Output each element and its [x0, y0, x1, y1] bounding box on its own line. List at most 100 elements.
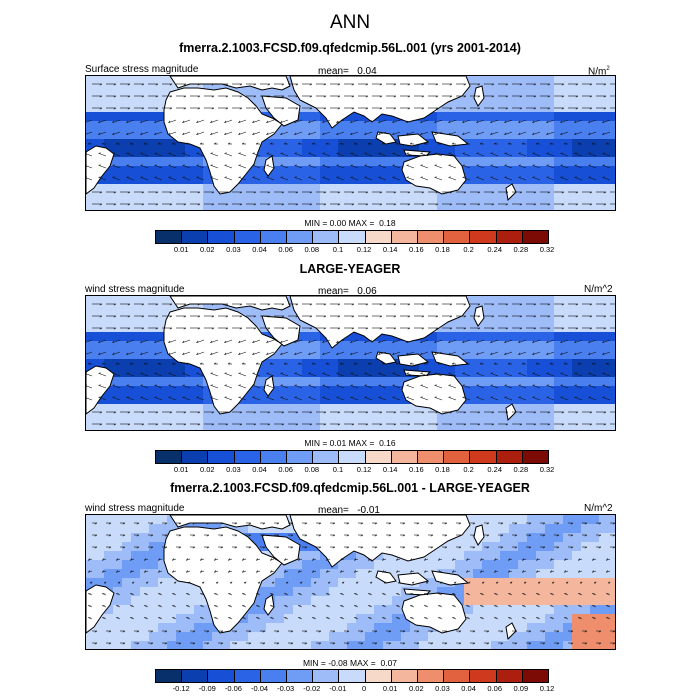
field-cell [518, 605, 528, 615]
vector-arrow [88, 558, 93, 561]
field-cell [572, 139, 582, 149]
field-cell [383, 386, 393, 396]
vector-arrow [462, 339, 471, 344]
field-cell [590, 560, 600, 570]
vector-arrowhead [518, 120, 521, 123]
field-cell [131, 202, 141, 210]
field-cell [176, 202, 186, 210]
vector-arrow [294, 152, 303, 157]
field-cell [419, 139, 429, 149]
field-cell [131, 515, 141, 525]
field-cell [122, 551, 132, 561]
field-cell [536, 578, 546, 588]
vector-arrow [508, 558, 513, 561]
vector-arrow [546, 339, 555, 344]
field-cell [464, 515, 474, 525]
vector-arrowhead [267, 327, 271, 330]
vector-arrow [98, 351, 107, 356]
vector-arrowhead [141, 107, 145, 110]
field-cell [356, 148, 366, 158]
field-cell [356, 413, 366, 423]
field-cell [266, 578, 276, 588]
vector-arrow [420, 152, 429, 157]
field-cell [275, 148, 285, 158]
vector-arrowhead [87, 142, 91, 145]
field-cell [527, 166, 537, 176]
vector-arrowhead [420, 352, 423, 355]
field-cell [338, 386, 348, 396]
field-cell [554, 560, 564, 570]
vector-arrowhead [171, 362, 175, 365]
field-cell [266, 193, 276, 203]
field-cell [176, 404, 186, 414]
field-cell [329, 359, 339, 369]
vector-arrowhead [211, 95, 215, 98]
vector-arrowhead [407, 191, 411, 194]
field-cell [446, 413, 456, 423]
field-cell [572, 551, 582, 561]
field-cell [581, 596, 591, 606]
vector-arrowhead [472, 546, 476, 549]
vector-arrow [238, 339, 247, 344]
field-cell [500, 596, 510, 606]
field-cell [176, 193, 186, 203]
field-cell [356, 350, 366, 360]
vector-arrow [214, 558, 219, 561]
vector-arrow [140, 119, 149, 124]
vector-arrow [140, 351, 149, 356]
field-cell [257, 395, 267, 405]
field-cell [491, 386, 501, 396]
field-cell [338, 157, 348, 167]
vector-arrowhead [339, 142, 343, 145]
vector-arrow [378, 396, 387, 401]
vector-arrow [168, 339, 177, 344]
vector-arrow [126, 152, 135, 157]
field-cell [527, 148, 537, 158]
vector-arrowhead [99, 191, 103, 194]
vector-arrow [560, 372, 569, 377]
field-cell [149, 404, 159, 414]
field-cell [554, 422, 564, 430]
vector-arrowhead [532, 352, 535, 355]
field-cell [356, 614, 366, 624]
vector-arrowhead [561, 95, 565, 98]
vector-arrowhead [309, 327, 313, 330]
field-cell [284, 157, 294, 167]
field-cell [158, 359, 168, 369]
field-cell [545, 193, 555, 203]
field-cell [113, 148, 123, 158]
field-cell [455, 193, 465, 203]
field-cell [302, 569, 312, 579]
vector-arrowhead [388, 534, 392, 537]
vector-arrow [126, 351, 135, 356]
field-cell [122, 184, 132, 194]
field-cell [149, 184, 159, 194]
vector-arrowhead [491, 327, 495, 330]
field-cell [149, 350, 159, 360]
vector-arrowhead [393, 303, 397, 306]
panel-1-min-label: MIN = [304, 218, 328, 228]
field-cell [149, 175, 159, 185]
vector-arrowhead [434, 120, 437, 123]
vector-arrow [224, 152, 233, 157]
field-cell [581, 551, 591, 561]
vector-arrowhead [210, 120, 213, 123]
field-cell [113, 524, 123, 534]
vector-arrowhead [420, 132, 423, 135]
field-cell [131, 184, 141, 194]
field-cell [491, 614, 501, 624]
field-cell [86, 85, 96, 95]
field-cell [356, 139, 366, 149]
vector-arrowhead [430, 546, 434, 549]
vector-arrowhead [547, 203, 551, 206]
field-cell [149, 305, 159, 315]
field-cell [284, 193, 294, 203]
field-cell [176, 587, 186, 597]
vector-arrowhead [238, 120, 241, 123]
vector-arrow [504, 152, 513, 157]
field-cell [122, 368, 132, 378]
field-cell [374, 377, 384, 387]
colorbar-swatch [182, 451, 209, 463]
field-cell [581, 85, 591, 95]
field-cell [527, 533, 537, 543]
